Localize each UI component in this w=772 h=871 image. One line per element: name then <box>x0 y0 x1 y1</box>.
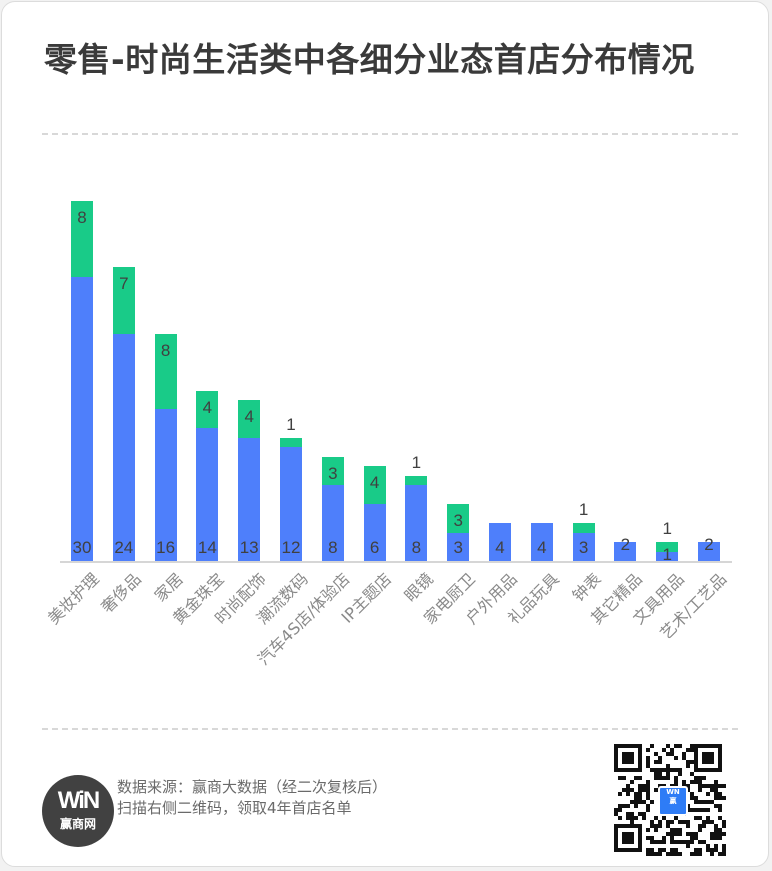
value-label-blue: 3 <box>578 538 589 557</box>
bar-segment-green <box>447 504 470 533</box>
bar-2 <box>154 333 177 561</box>
qr-cta-line: 扫描右侧二维码，领取4年首店名单 <box>117 799 352 817</box>
value-label-green: 8 <box>77 208 87 228</box>
bar-segment-green <box>238 400 261 438</box>
value-label-blue: 3 <box>453 538 463 557</box>
qr-pattern-icon <box>614 744 726 856</box>
bar-segment-green <box>363 466 386 505</box>
bar-segment-green <box>321 456 344 486</box>
chart-title: 零售-时尚生活类中各细分业态首店分布情况 <box>44 40 695 79</box>
x-tick-label: 眼镜 <box>401 569 438 606</box>
stacked-bar-chart: 30 8 美妆护理 24 7 奢侈品 16 8 家居 14 4 黄金珠宝 13 4 时尚配饰 12 1 潮流数码 8… <box>2 2 772 722</box>
value-label-blue: 30 <box>72 538 92 557</box>
bar-segment-blue <box>363 504 386 561</box>
bar-segment-blue <box>489 523 511 561</box>
data-source-line: 数据来源：赢商大数据（经二次复核后） <box>117 778 388 796</box>
bar-segment-blue <box>112 333 135 561</box>
value-label-blue: 2 <box>704 535 714 555</box>
bar-15 <box>698 542 720 561</box>
value-label-green: 3 <box>328 463 338 483</box>
bar-segment-blue <box>530 523 553 561</box>
bar-0 <box>71 201 93 561</box>
bar-13 <box>614 542 637 561</box>
footer-divider <box>42 728 738 730</box>
x-tick-label: 钟表 <box>568 569 605 606</box>
bar-5 <box>280 437 302 561</box>
bar-12 <box>572 523 595 561</box>
bar-segment-blue <box>447 532 470 561</box>
qr-center-logo-icon: WN 赢 <box>658 786 688 816</box>
bar-segment-blue <box>656 551 679 561</box>
x-tick-label: 奢侈品 <box>97 569 145 617</box>
value-label-blue: 24 <box>114 538 134 557</box>
bar-11 <box>530 523 553 561</box>
bar-3 <box>196 390 219 561</box>
value-label-green: 7 <box>119 274 129 294</box>
bar-8 <box>405 475 428 561</box>
value-label-green: 8 <box>160 340 171 360</box>
bar-segment-blue <box>572 532 595 561</box>
bar-10 <box>489 523 511 561</box>
bar-4 <box>238 400 261 561</box>
value-label-green: 1 <box>286 414 296 434</box>
bar-segment-blue <box>154 409 177 561</box>
bar-segment-blue <box>321 485 344 561</box>
bar-segment-green <box>405 475 428 486</box>
bar-segment-blue <box>196 428 219 561</box>
bar-segment-green <box>196 390 219 429</box>
value-label-blue: 8 <box>328 538 338 557</box>
bar-segment-green <box>154 333 177 410</box>
value-label-blue: 6 <box>369 538 380 557</box>
value-label-green: 3 <box>453 511 463 531</box>
value-label-blue: 14 <box>197 538 217 557</box>
value-label-blue: 1 <box>662 544 672 564</box>
value-label-green: 1 <box>578 500 589 520</box>
bar-7 <box>363 466 386 561</box>
bar-segment-blue <box>238 437 261 561</box>
bar-6 <box>321 456 344 561</box>
source-text: 数据来源：赢商大数据（经二次复核后） 扫描右侧二维码，领取4年首店名单 <box>117 777 387 819</box>
value-label-green: 4 <box>369 473 380 493</box>
value-label-blue: 16 <box>156 538 176 557</box>
value-label-blue: 2 <box>620 535 631 555</box>
logo-name: 赢商网 <box>59 817 96 831</box>
bar-14 <box>656 542 679 561</box>
value-label-blue: 12 <box>281 538 301 557</box>
value-label-green: 4 <box>244 407 254 426</box>
title-divider <box>42 133 738 135</box>
value-label-blue: 4 <box>537 538 547 557</box>
bar-1 <box>112 267 135 561</box>
value-label-blue: 13 <box>239 538 259 557</box>
bar-segment-blue <box>71 276 93 561</box>
bar-segment-green <box>71 201 93 277</box>
value-label-blue: 4 <box>495 538 505 557</box>
bar-9 <box>447 504 470 561</box>
bar-segment-blue <box>280 447 302 561</box>
value-label-blue: 8 <box>411 538 422 557</box>
bar-segment-green <box>112 267 135 334</box>
winshang-logo: WiN 赢商网 <box>42 775 114 847</box>
bar-segment-blue <box>614 542 637 561</box>
value-label-green: 4 <box>202 397 213 417</box>
footer: WiN 赢商网 数据来源：赢商大数据（经二次复核后） 扫描右侧二维码，领取4年首… <box>2 732 772 868</box>
bar-segment-green <box>572 523 595 533</box>
x-tick-label: 美妆护理 <box>44 569 103 628</box>
logo-mark: WiN <box>57 787 100 814</box>
bar-segment-blue <box>698 542 720 561</box>
value-label-green: 1 <box>411 452 422 472</box>
value-label-green: 1 <box>662 519 672 539</box>
x-axis-line <box>60 561 732 563</box>
bar-segment-green <box>656 542 679 552</box>
bar-segment-blue <box>405 485 428 561</box>
qr-code-icon[interactable]: WN 赢 <box>614 744 726 856</box>
bar-segment-green <box>280 437 302 448</box>
x-tick-label: 家居 <box>150 569 187 606</box>
